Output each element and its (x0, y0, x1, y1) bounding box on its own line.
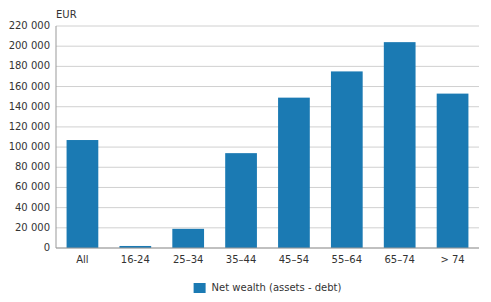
y-tick-label: 0 (44, 242, 50, 253)
y-tick-label: 40 000 (15, 202, 50, 213)
x-axis (56, 248, 479, 249)
y-tick-label: 20 000 (15, 222, 50, 233)
y-tick-label: 140 000 (9, 101, 50, 112)
y-tick-label: 60 000 (15, 181, 50, 192)
x-tick-label: 25–34 (173, 254, 203, 265)
x-tick-label: 16-24 (121, 254, 150, 265)
legend-label: Net wealth (assets - debt) (212, 282, 342, 293)
x-tick-label: > 74 (440, 254, 464, 265)
y-tick-label: 160 000 (9, 81, 50, 92)
y-tick-label: 80 000 (15, 161, 50, 172)
x-tick-label: 55–64 (332, 254, 362, 265)
x-tick-label: 45–54 (279, 254, 309, 265)
bar (67, 140, 99, 248)
grid-line (56, 26, 479, 27)
legend: Net wealth (assets - debt) (194, 282, 342, 293)
y-tick-label: 200 000 (9, 40, 50, 51)
y-tick-label: 100 000 (9, 141, 50, 152)
y-axis (56, 26, 57, 248)
y-tick-label: 180 000 (9, 60, 50, 71)
y-tick-label: 120 000 (9, 121, 50, 132)
legend-swatch (194, 283, 206, 293)
x-tick-label: All (76, 254, 88, 265)
bar (384, 42, 416, 248)
bar (172, 229, 204, 248)
bar (278, 98, 310, 248)
bar (437, 94, 469, 248)
grid (56, 26, 479, 248)
x-tick-label: 35–44 (226, 254, 256, 265)
x-tick-label: 65–74 (384, 254, 414, 265)
bar (331, 71, 363, 248)
chart: 0 20 000 40 000 60 000 80 000 100 000 120 000 1… (0, 0, 491, 302)
y-axis-label: EUR (56, 9, 77, 20)
bar (225, 153, 257, 248)
bars (67, 42, 469, 248)
grid-line (56, 248, 479, 249)
y-tick-label: 220 000 (9, 20, 50, 31)
